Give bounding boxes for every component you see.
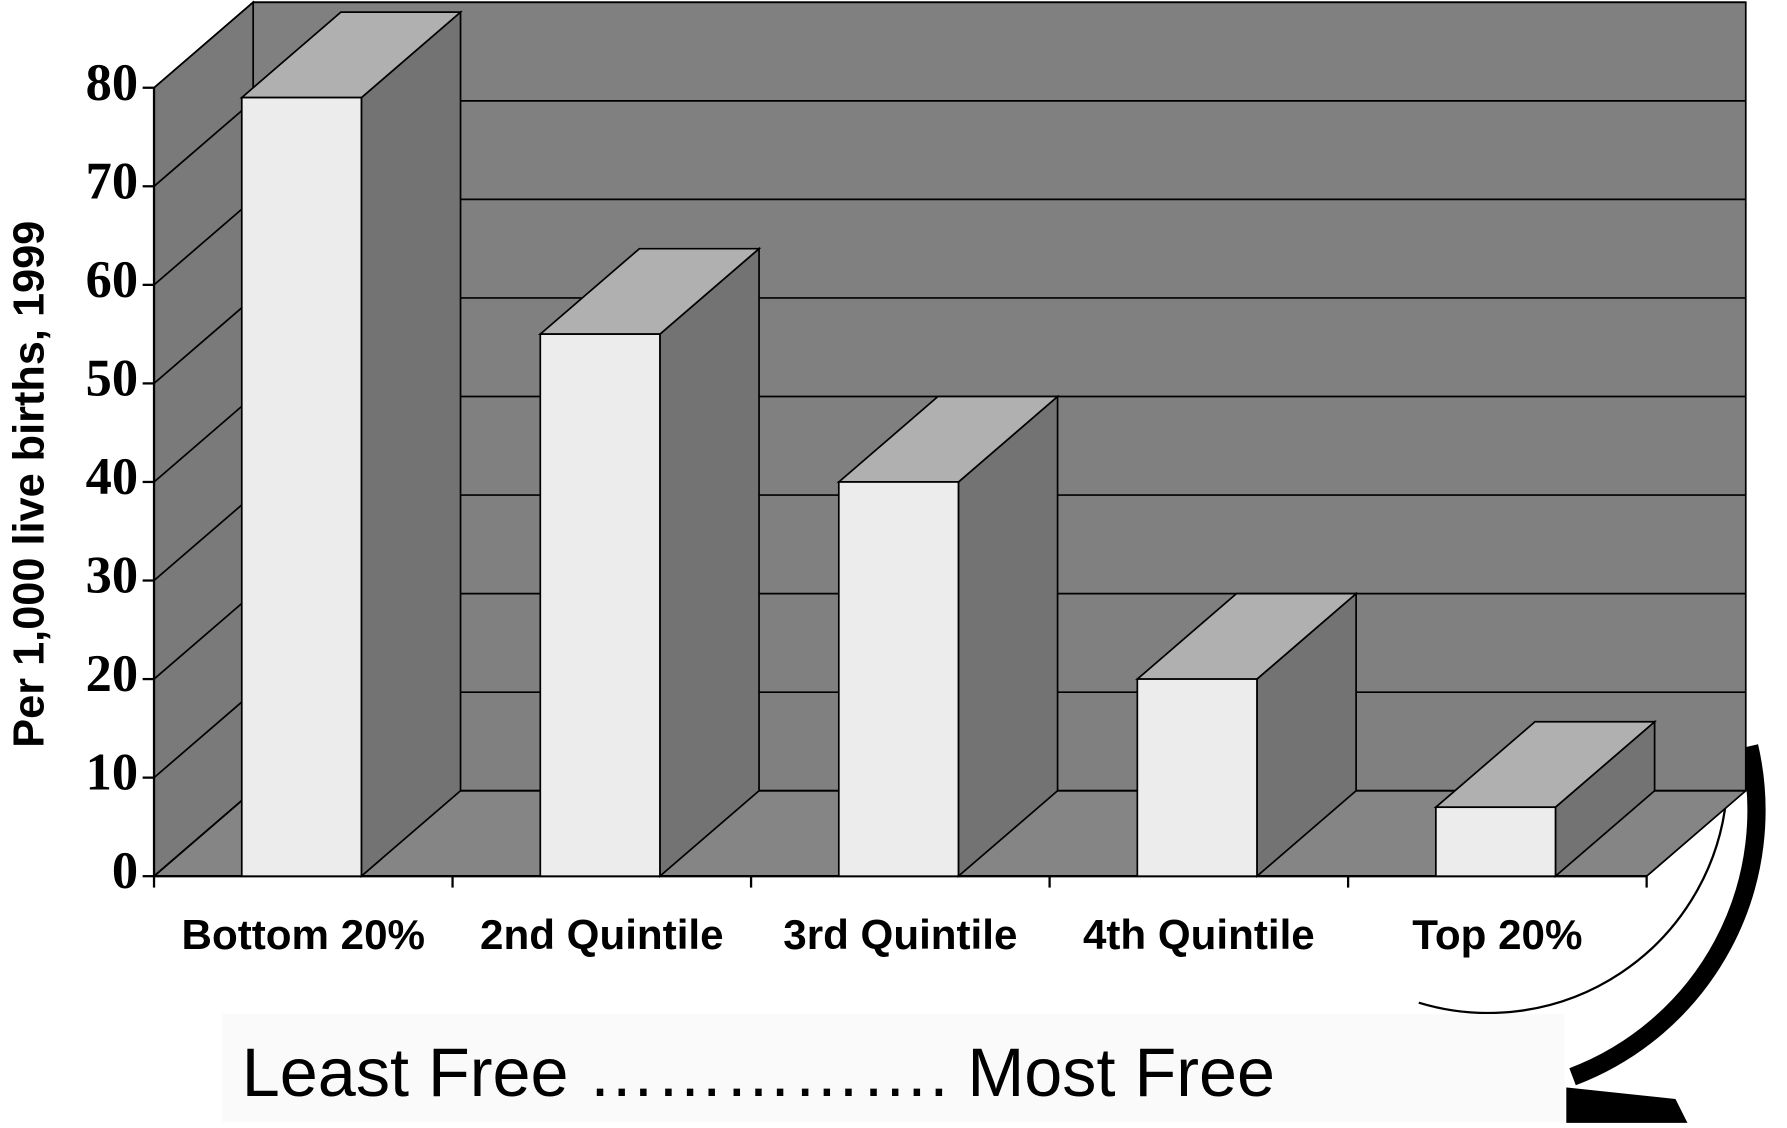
bar-side — [360, 10, 462, 879]
y-tick-label: 40 — [86, 448, 138, 506]
y-axis-label: Per 1,000 live births, 1999 — [6, 221, 54, 748]
y-tick-label: 30 — [86, 547, 138, 605]
grid-line — [153, 592, 254, 680]
grid-line — [153, 395, 254, 483]
bar — [1136, 678, 1258, 878]
annotation-box — [222, 1014, 1565, 1123]
y-tick-label: 20 — [86, 645, 138, 703]
y-tick-label: 80 — [86, 54, 138, 112]
x-tick-label: Top 20% — [1412, 911, 1582, 958]
grid-line — [153, 1, 254, 89]
y-tick-label: 70 — [86, 152, 138, 210]
grid-line — [153, 691, 254, 779]
grid-line — [153, 494, 254, 582]
bar — [539, 333, 661, 878]
bar — [837, 481, 960, 878]
y-tick-label: 50 — [86, 349, 138, 407]
globe-decoration — [1418, 744, 1766, 1123]
grid-line — [153, 198, 254, 286]
x-tick-label: Bottom 20% — [182, 911, 426, 958]
grid-line — [153, 100, 254, 187]
bar — [240, 96, 363, 878]
annotation: Least Free ……………. Most Free — [242, 1035, 1275, 1111]
grid-line — [153, 297, 254, 385]
grid-line — [153, 790, 254, 877]
y-tick-label: 10 — [86, 744, 138, 802]
x-tick-label: 4th Quintile — [1083, 911, 1315, 958]
y-tick-label: 0 — [112, 842, 138, 900]
x-tick-label: 2nd Quintile — [480, 911, 723, 958]
x-tick-label: 3rd Quintile — [783, 911, 1017, 958]
bar-side — [659, 246, 760, 879]
bar — [1434, 806, 1557, 878]
y-tick-label: 60 — [86, 251, 138, 309]
